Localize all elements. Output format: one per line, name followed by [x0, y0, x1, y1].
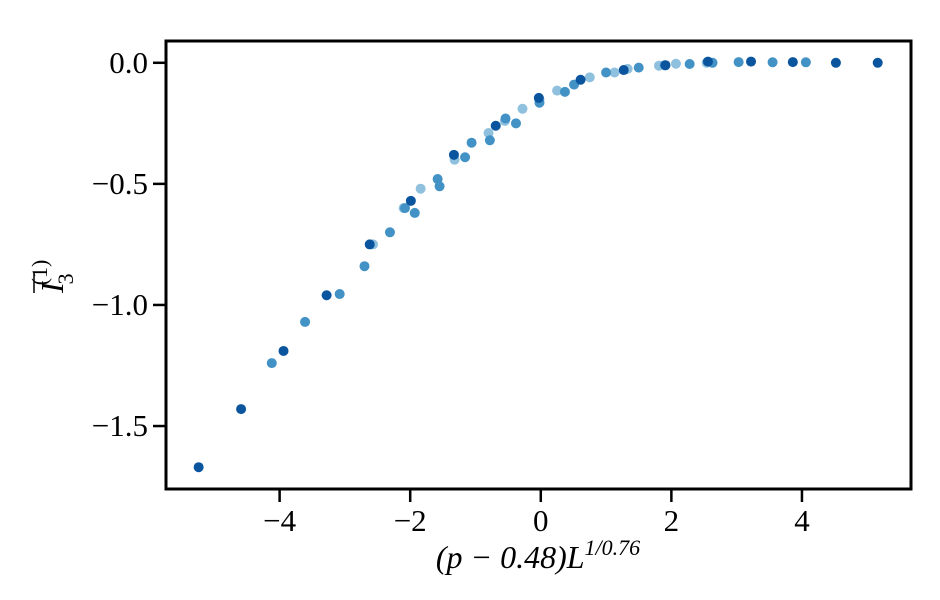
y-axis-label: I3(1) — [27, 260, 78, 294]
point — [460, 152, 471, 163]
point — [500, 113, 511, 124]
point — [609, 67, 620, 78]
x-tick-label: −2 — [394, 503, 427, 538]
point — [660, 60, 671, 71]
point — [448, 149, 459, 160]
point — [384, 227, 395, 238]
point — [484, 135, 495, 146]
point — [767, 57, 778, 68]
point — [466, 137, 477, 148]
point — [830, 57, 841, 68]
point — [746, 56, 757, 67]
point — [364, 239, 375, 250]
point — [434, 181, 445, 192]
point — [601, 67, 612, 78]
point — [415, 183, 426, 194]
point — [510, 118, 521, 129]
point — [533, 92, 544, 103]
point — [334, 289, 345, 300]
point — [399, 203, 410, 214]
point — [800, 57, 811, 68]
y-tick-label: −0.5 — [92, 166, 148, 201]
point — [787, 57, 798, 68]
point — [552, 85, 563, 96]
point — [618, 65, 629, 76]
point — [490, 120, 501, 131]
point — [409, 207, 420, 218]
y-tick-label: 0.0 — [109, 45, 148, 80]
x-label-text: (p − 0.48)L — [436, 539, 585, 575]
plot-area: −4 −2 0 2 4 0.0 −0.5 −1.0 −1.5 — [92, 39, 913, 538]
x-tick-label: 4 — [794, 503, 810, 538]
point — [584, 72, 595, 83]
point — [300, 316, 311, 327]
point — [559, 86, 570, 97]
point — [405, 195, 416, 206]
point — [733, 57, 744, 68]
point — [359, 261, 370, 272]
point — [633, 62, 644, 73]
y-label-subscript: 3 — [53, 273, 78, 284]
y-label-superscript: (1) — [27, 260, 52, 286]
y-tick-label: −1.0 — [92, 287, 148, 322]
point — [517, 103, 528, 114]
point — [670, 58, 681, 69]
point — [266, 358, 277, 369]
point — [872, 57, 883, 68]
x-tick-label: −4 — [263, 503, 296, 538]
point — [321, 290, 332, 301]
x-axis-label: (p − 0.48)L1/0.76 — [436, 535, 640, 575]
y-label-base: I — [34, 281, 70, 294]
point — [278, 345, 289, 356]
point — [193, 462, 204, 473]
y-label-text: I3(1) — [27, 260, 78, 294]
x-tick-label: 0 — [533, 503, 549, 538]
point — [236, 404, 247, 415]
x-label-superscript: 1/0.76 — [585, 535, 641, 560]
y-tick-label: −1.5 — [92, 408, 148, 443]
point — [575, 74, 586, 85]
point — [684, 59, 695, 70]
frame — [164, 39, 913, 491]
point — [702, 56, 713, 67]
x-tick-label: 2 — [664, 503, 680, 538]
